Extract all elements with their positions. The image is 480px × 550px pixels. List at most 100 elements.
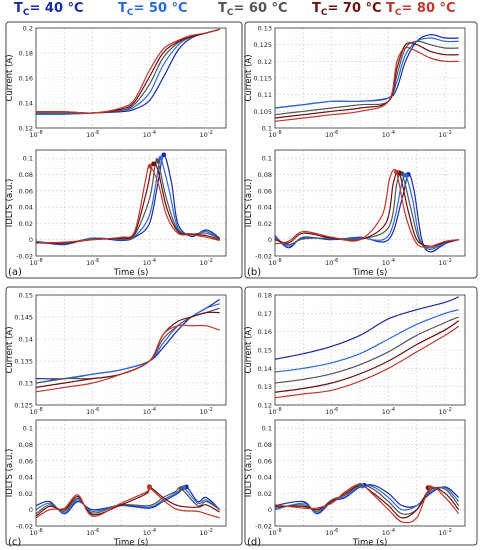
y-tick-label: 0.13 bbox=[258, 383, 272, 391]
series-line-2 bbox=[36, 486, 221, 514]
y-axis-label: IDLTS (a.u.) bbox=[244, 449, 254, 498]
axes-frame bbox=[274, 149, 466, 257]
subplot-d-idlts: -0.02 0 0.02 0.04 0.06 0.08 0.1 10-8 10-6 10-4 10-… bbox=[244, 419, 466, 548]
series-group bbox=[275, 482, 460, 524]
legend-prefix: T bbox=[14, 1, 23, 16]
x-axis-label: Time (s) bbox=[352, 268, 388, 278]
x-tick-label: 10-6 bbox=[325, 407, 338, 416]
y-tick-label: 0.12 bbox=[258, 402, 272, 410]
y-tick-label: 0.1 bbox=[23, 155, 33, 163]
y-tick-label: 0 bbox=[268, 236, 272, 244]
y-tick-label: 0.1 bbox=[23, 425, 33, 433]
legend-text: = 80 °C bbox=[401, 1, 456, 16]
y-tick-label: 0.125 bbox=[253, 41, 272, 49]
legend-prefix: T bbox=[386, 1, 395, 16]
peak-marker-3 bbox=[357, 482, 363, 488]
y-tick-label: 0.14 bbox=[258, 365, 272, 373]
y-tick-label: 0.06 bbox=[258, 457, 272, 465]
y-tick-label: 0.14 bbox=[19, 100, 33, 108]
panel-label: (b) bbox=[247, 267, 261, 278]
y-tick-label: 0.145 bbox=[14, 314, 33, 322]
y-tick-label: 0.12 bbox=[258, 58, 272, 66]
peak-marker-1 bbox=[161, 152, 167, 158]
y-tick-label: 0.02 bbox=[19, 490, 33, 498]
legend-prefix: T bbox=[118, 1, 127, 16]
peak-marker-5 bbox=[427, 485, 433, 491]
y-tick-label: 0.04 bbox=[258, 204, 272, 212]
y-tick-label: 0.13 bbox=[19, 380, 33, 388]
series-group bbox=[275, 168, 459, 253]
legend-subscript: C bbox=[394, 8, 402, 18]
y-tick-label: 0.02 bbox=[258, 490, 272, 498]
x-tick-label: 10-4 bbox=[382, 258, 395, 267]
y-tick-label: -0.02 bbox=[255, 253, 272, 261]
y-tick-label: 0.02 bbox=[258, 220, 272, 228]
legend-item-5: TC= 80 °C bbox=[386, 1, 456, 18]
y-tick-label: 0.115 bbox=[253, 75, 272, 83]
series-line-3 bbox=[275, 316, 459, 384]
y-tick-label: -0.02 bbox=[16, 253, 33, 261]
legend-text: = 60 °C bbox=[233, 1, 288, 16]
legend-subscript: C bbox=[126, 8, 134, 18]
subplot-c-current: 0.125 0.13 0.135 0.14 0.145 0.15 10-8 10-6 10-4 1… bbox=[5, 292, 227, 416]
subplot-b-idlts: -0.02 0 0.02 0.04 0.06 0.08 0.1 10-8 10-6 10-4 10-… bbox=[244, 149, 466, 278]
series-line-1 bbox=[275, 296, 459, 360]
series-line-3 bbox=[275, 171, 459, 249]
panel-frame bbox=[5, 286, 243, 546]
peak-marker-5 bbox=[147, 163, 153, 169]
panel-label: (a) bbox=[8, 267, 22, 278]
subplot-c-idlts: -0.02 0 0.02 0.04 0.06 0.08 0.1 10-8 10-6 10-4 10-… bbox=[5, 419, 227, 548]
x-tick-label: 10-2 bbox=[439, 528, 452, 537]
subplot-b-current: 0.1 0.105 0.11 0.115 0.12 0.125 0.13 10-8 10-6 10… bbox=[244, 25, 466, 139]
series-line-2 bbox=[275, 309, 459, 373]
x-axis-label: Time (s) bbox=[113, 538, 149, 548]
x-tick-label: 10-2 bbox=[439, 130, 452, 139]
subplot-d-current: 0.12 0.13 0.14 0.15 0.16 0.17 0.18 10-8 10-6 10-4… bbox=[244, 292, 466, 416]
x-tick-label: 10-4 bbox=[382, 407, 395, 416]
x-tick-label: 10-4 bbox=[143, 407, 156, 416]
x-axis-label: Time (s) bbox=[113, 268, 149, 278]
series-line-5 bbox=[36, 28, 220, 114]
y-tick-label: 0.18 bbox=[258, 292, 272, 300]
y-tick-label: 0.18 bbox=[19, 50, 33, 58]
y-tick-label: 0.1 bbox=[262, 425, 272, 433]
series-group bbox=[275, 296, 460, 399]
peak-marker-3 bbox=[155, 159, 161, 164]
y-tick-label: 0.04 bbox=[19, 474, 33, 482]
series-line-4 bbox=[275, 320, 460, 393]
y-tick-label: 0.135 bbox=[14, 358, 33, 366]
peak-marker-2 bbox=[158, 155, 164, 161]
x-tick-label: 10-6 bbox=[86, 407, 99, 416]
y-tick-label: 0.04 bbox=[258, 474, 272, 482]
legend-subscript: C bbox=[22, 8, 30, 18]
legend-text: = 70 °C bbox=[327, 1, 382, 16]
legend-item-2: TC= 50 °C bbox=[118, 1, 188, 18]
x-tick-label: 10-6 bbox=[86, 258, 99, 267]
series-line-4 bbox=[36, 486, 220, 517]
y-tick-label: 0.16 bbox=[19, 75, 33, 83]
x-tick-label: 10-8 bbox=[29, 130, 42, 139]
x-tick-label: 10-2 bbox=[439, 258, 452, 267]
axes-frame bbox=[35, 419, 227, 527]
series-line-1 bbox=[275, 484, 460, 515]
x-tick-label: 10-4 bbox=[143, 258, 156, 267]
legend-item-1: TC= 40 °C bbox=[14, 1, 84, 18]
y-tick-label: 0.12 bbox=[19, 125, 33, 133]
series-line-3 bbox=[275, 484, 460, 515]
y-tick-label: 0.16 bbox=[258, 328, 272, 336]
temperature-legend: TC= 40 °C TC= 50 °C TC= 60 °C TC= 70 °C TC= … bbox=[0, 0, 480, 20]
plot-area bbox=[275, 295, 465, 405]
subplot-a-idlts: -0.02 0 0.02 0.04 0.06 0.08 0.1 10-8 10-6 10-4 10-… bbox=[5, 149, 227, 278]
series-line-5 bbox=[275, 168, 459, 248]
y-tick-label: 0.08 bbox=[19, 171, 33, 179]
panel-frame bbox=[244, 286, 478, 546]
x-tick-label: 10-2 bbox=[200, 407, 213, 416]
series-line-5 bbox=[275, 325, 460, 399]
y-tick-label: -0.02 bbox=[16, 523, 33, 531]
x-tick-label: 10-2 bbox=[200, 258, 213, 267]
series-line-4 bbox=[275, 42, 459, 119]
y-tick-label: 0.15 bbox=[258, 347, 272, 355]
x-tick-label: 10-6 bbox=[86, 130, 99, 139]
axes-frame bbox=[274, 294, 466, 406]
